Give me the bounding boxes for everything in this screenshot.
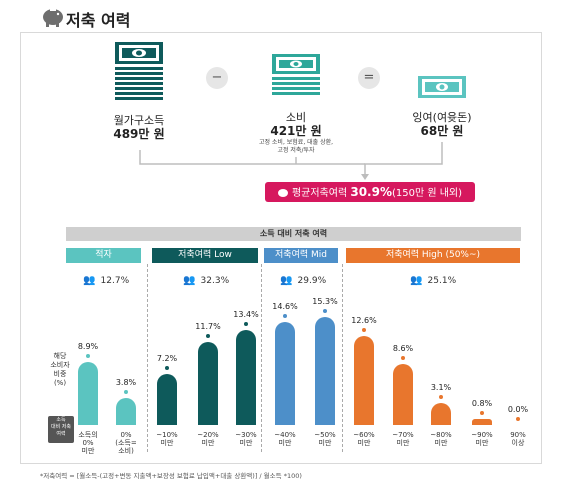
group-header-deficit: 적자 — [66, 248, 141, 263]
bar-value-label: 11.7% — [195, 322, 221, 332]
people-icon: 👥 — [410, 275, 423, 286]
x-tick-label: ~60% 미만 — [353, 431, 375, 447]
bar-value-label: 8.9% — [77, 342, 99, 352]
bar-value-label: 14.6% — [272, 301, 298, 311]
people-icon: 👥 — [183, 275, 196, 286]
y-axis-label: 해당 소비자 비중 (%) — [46, 352, 74, 388]
bar — [315, 316, 335, 425]
group-share-value: 29.9% — [297, 276, 327, 286]
y-axis-label-line: 비중 — [53, 370, 67, 378]
piggy-bank-icon — [277, 189, 288, 197]
bar-marker-dot — [516, 417, 520, 421]
bar — [275, 321, 295, 425]
x-axis-tag-line: 대비 저축 — [51, 424, 71, 430]
y-axis-label-line: 소비자 — [50, 361, 70, 369]
spend-note-1: 고정 소비, 보험료, 대출 상환, — [258, 139, 334, 146]
bar-value-label: 3.1% — [430, 383, 452, 393]
spend-note-2: 고정 저축/투자 — [277, 147, 315, 154]
group-share-deficit: 👥 12.7% — [83, 268, 129, 287]
bar — [157, 374, 177, 425]
piggy-bank-icon — [43, 9, 63, 27]
bar — [236, 330, 256, 425]
average-label: 평균저축여력 — [291, 188, 348, 199]
bar-marker-dot — [362, 328, 366, 332]
x-tick-label: ~80% 미만 — [430, 431, 452, 447]
equals-operator: = — [358, 67, 380, 89]
group-divider — [342, 264, 343, 452]
bar — [78, 362, 98, 425]
x-tick-label: ~90% 미만 — [471, 431, 493, 447]
x-tick-label: ~30% 미만 — [235, 431, 257, 447]
bar-value-label: 15.3% — [312, 296, 338, 306]
group-divider — [147, 264, 148, 452]
spend-value: 421만 원 — [270, 124, 322, 138]
group-header-high: 저축여력 High (50%~) — [346, 248, 520, 263]
income-label: 월가구소득 — [113, 114, 165, 127]
bar-value-label: 3.8% — [115, 378, 137, 388]
group-divider — [261, 264, 262, 452]
group-share-low: 👥 32.3% — [183, 268, 229, 287]
x-tick-label: ~70% 미만 — [392, 431, 414, 447]
group-share-value: 25.1% — [427, 276, 457, 286]
bar-marker-dot — [86, 354, 90, 359]
bar — [354, 336, 374, 425]
chart-panel — [20, 32, 542, 464]
x-axis-tag: 소득 대비 저축 여력 — [48, 416, 74, 443]
spend-label: 소비 — [285, 111, 307, 124]
group-header-low: 저축여력 Low — [152, 248, 258, 263]
y-axis-label-line: (%) — [53, 379, 67, 387]
y-axis-label-line: 해당 — [53, 352, 67, 360]
average-value: 30.9% — [350, 185, 392, 199]
people-icon: 👥 — [83, 275, 96, 286]
x-tick-label: ~20% 미만 — [197, 431, 219, 447]
money-bill-icon — [272, 54, 320, 95]
surplus-label: 잉여(여윳돈) — [412, 111, 472, 124]
x-tick-label: 0% (소득= 소비) — [115, 431, 137, 455]
bar-marker-dot — [165, 366, 169, 371]
group-share-high: 👥 25.1% — [410, 268, 456, 287]
group-share-mid: 👥 29.9% — [280, 268, 326, 287]
income-value: 489만 원 — [113, 127, 165, 141]
x-tick-label: 90% 이상 — [510, 431, 526, 447]
bar — [393, 364, 413, 425]
money-stack-icon — [115, 42, 163, 100]
bar — [472, 419, 492, 425]
group-header-mid: 저축여력 Mid — [264, 248, 338, 263]
footnote: *저축여력 = [월소득-(고정+변동 지출액+보장성 보험료 납입액+대출 상… — [40, 472, 302, 480]
bar-marker-dot — [206, 334, 210, 339]
bar-marker-dot — [480, 411, 484, 416]
x-tick-label: ~40% 미만 — [274, 431, 296, 447]
bar-value-label: 8.6% — [392, 344, 414, 354]
minus-operator: − — [206, 67, 228, 89]
x-axis-tag-line: 소득 — [56, 417, 66, 423]
bar-marker-dot — [401, 356, 405, 361]
bar-value-label: 12.6% — [351, 316, 377, 325]
bar — [116, 398, 136, 425]
page-title: 저축 여력 — [66, 11, 131, 30]
bar-value-label: 0.0% — [507, 405, 529, 414]
bar-marker-dot — [439, 395, 443, 400]
average-suffix: (150만 원 내외) — [391, 188, 463, 199]
bar-marker-dot — [244, 322, 248, 327]
average-savings-badge: 평균저축여력 30.9%(150만 원 내외) — [265, 182, 475, 202]
group-share-value: 12.7% — [100, 276, 130, 286]
bar-marker-dot — [323, 308, 327, 313]
x-tick-label: ~10% 미만 — [156, 431, 178, 447]
x-tick-label: 소득의 0% 미만 — [78, 431, 98, 455]
bar-marker-dot — [124, 390, 128, 395]
money-bill-icon — [418, 76, 466, 98]
bar-value-label: 7.2% — [156, 354, 178, 364]
group-share-value: 32.3% — [200, 276, 230, 286]
x-axis-tag-line: 여력 — [56, 431, 66, 437]
chart-title: 소득 대비 저축 여력 — [66, 227, 521, 241]
bar-marker-dot — [283, 313, 287, 318]
x-tick-label: ~50% 미만 — [314, 431, 336, 447]
bar — [431, 403, 451, 425]
surplus-value: 68만 원 — [420, 124, 464, 138]
bar-value-label: 13.4% — [233, 310, 259, 320]
people-icon: 👥 — [280, 275, 293, 286]
bar-value-label: 0.8% — [471, 399, 493, 409]
bar — [198, 342, 218, 425]
